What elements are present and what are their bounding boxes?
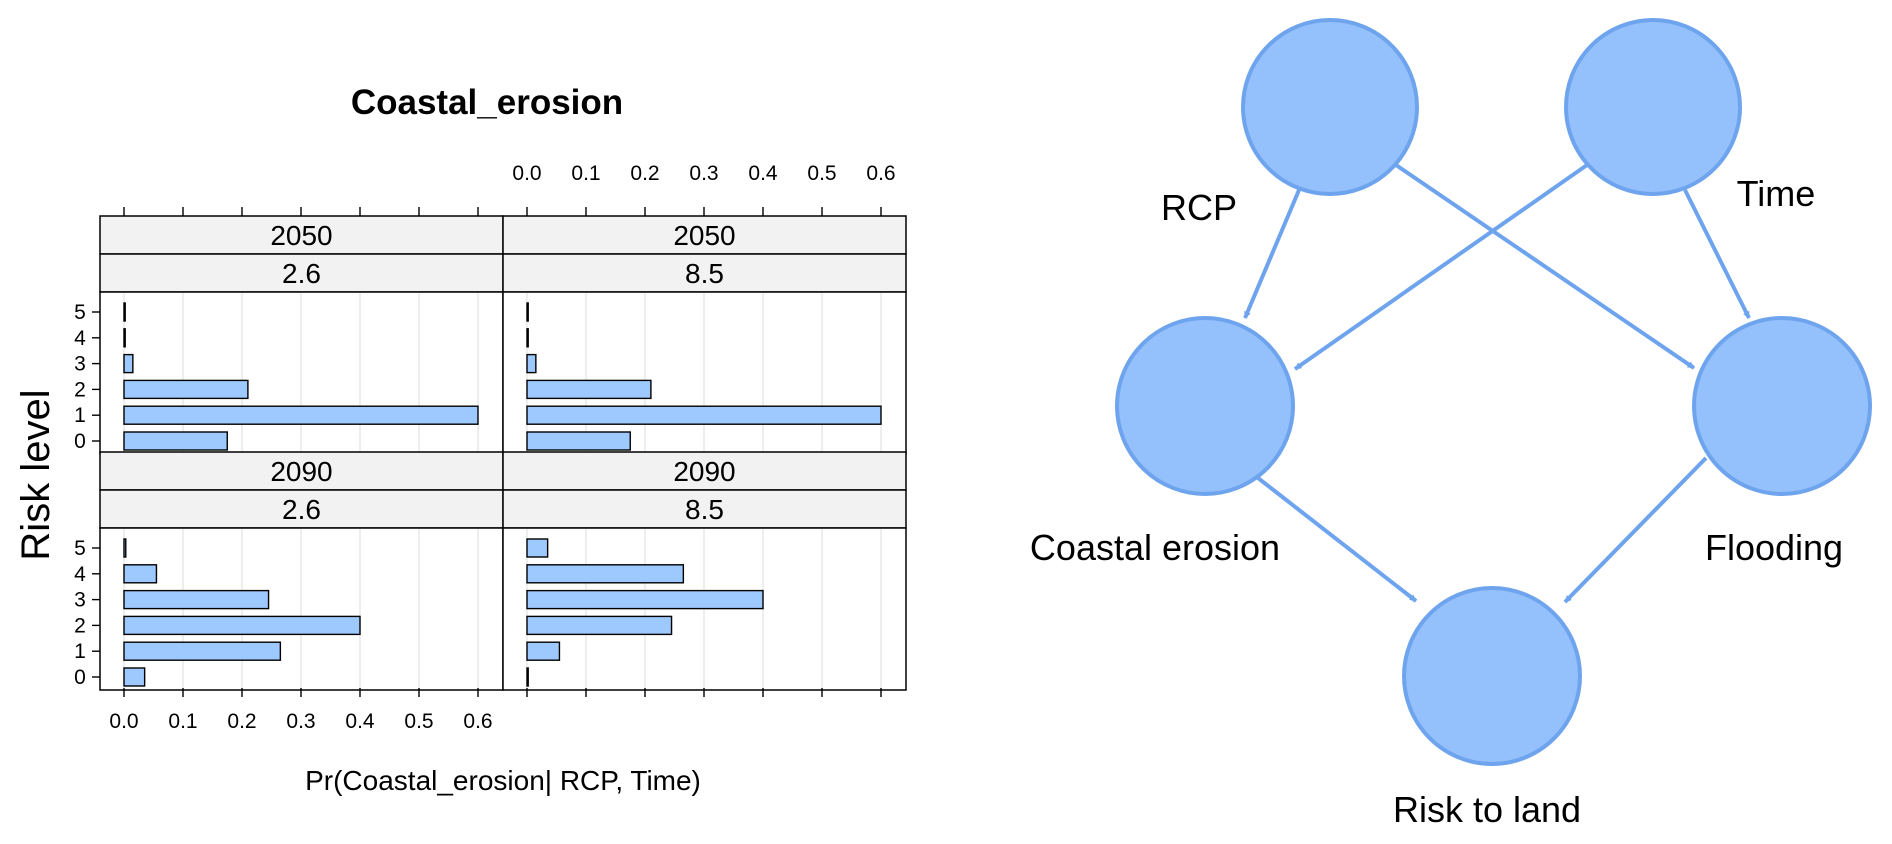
bar-risk-0 xyxy=(526,431,631,451)
y-tick-label: 3 xyxy=(74,353,86,376)
y-tick-label: 2 xyxy=(74,614,86,637)
bar-risk-5 xyxy=(123,538,127,558)
bar-risk-1 xyxy=(123,405,479,425)
x-tick-label-top: 0.3 xyxy=(689,162,718,185)
y-tick-label: 5 xyxy=(74,537,86,560)
x-tick-label-top: 0.0 xyxy=(512,162,541,185)
x-tick-label-bottom: 0.5 xyxy=(404,710,433,733)
strip-rcp-bg xyxy=(99,253,504,293)
bar-risk-4 xyxy=(526,328,529,348)
bar-risk-1 xyxy=(526,405,882,425)
edge-coastal-to-risk xyxy=(1256,476,1418,603)
diagram-edges xyxy=(1243,163,1751,604)
bar-risk-3 xyxy=(526,353,537,374)
node-label-rcp: RCP xyxy=(1161,187,1237,228)
panel-2050-8.5: 2050 8.5 xyxy=(502,215,907,455)
node-risk xyxy=(1402,586,1582,766)
bar-risk-2 xyxy=(526,615,673,636)
diagram-labels: RCP Time Coastal erosion Flooding Risk to la… xyxy=(1030,173,1843,830)
x-tick-label-top: 0.1 xyxy=(571,162,600,185)
lattice-bar-chart: Coastal_erosion Risk level Pr(Coastal_er… xyxy=(14,83,907,796)
bar-risk-4 xyxy=(526,564,685,584)
strip-rcp-label: 8.5 xyxy=(685,258,724,289)
bayesian-network-diagram: RCP Time Coastal erosion Flooding Risk to la… xyxy=(1030,18,1872,830)
x-tick-label-top: 0.2 xyxy=(630,162,659,185)
bar-risk-4 xyxy=(123,564,158,584)
node-label-risk: Risk to land xyxy=(1393,789,1581,830)
x-axis-label: Pr(Coastal_erosion| RCP, Time) xyxy=(305,765,701,796)
node-label-coastal: Coastal erosion xyxy=(1030,527,1280,568)
node-time xyxy=(1564,18,1742,196)
x-tick-label-bottom: 0.0 xyxy=(109,710,138,733)
x-tick-label-top: 0.5 xyxy=(807,162,836,185)
y-tick-label: 0 xyxy=(74,430,86,453)
bar-risk-0 xyxy=(526,667,529,687)
strip-rcp-label: 8.5 xyxy=(685,494,724,525)
chart-title: Coastal_erosion xyxy=(351,83,623,122)
strip-rcp-bg xyxy=(99,489,504,529)
x-tick-label-bottom: 0.4 xyxy=(345,710,375,733)
chart-axes: 0.0 0.0 0.1 0.1 0.2 0.2 0.3 0.3 0.4 0.4 0.5 0.5 0.6 0… xyxy=(109,162,895,733)
edge-rcp-to-coastal xyxy=(1243,189,1301,319)
y-tick-label: 1 xyxy=(74,404,86,427)
x-tick-label-bottom: 0.1 xyxy=(168,710,197,733)
strip-time-label: 2090 xyxy=(270,456,332,487)
panel-2090-8.5: 2090 8.5 xyxy=(502,451,907,691)
y-tick-label: 1 xyxy=(74,640,86,663)
edge-flooding-to-risk xyxy=(1563,456,1708,604)
y-tick-label: 2 xyxy=(74,378,86,401)
bar-risk-0 xyxy=(123,431,228,451)
strip-time-label: 2090 xyxy=(673,456,735,487)
node-label-flooding: Flooding xyxy=(1705,527,1843,568)
y-tick-label: 0 xyxy=(74,666,86,689)
y-tick-label: 5 xyxy=(74,301,86,324)
node-flooding xyxy=(1692,316,1872,496)
bar-risk-3 xyxy=(123,589,270,610)
bar-risk-5 xyxy=(526,538,549,558)
strip-rcp-label: 2.6 xyxy=(282,258,321,289)
strip-rcp-bg xyxy=(502,489,907,529)
edge-time-to-coastal xyxy=(1293,163,1589,371)
y-axis-label: Risk level xyxy=(14,389,58,560)
strip-time-label: 2050 xyxy=(270,220,332,251)
bar-risk-1 xyxy=(526,641,561,661)
strip-time-bg xyxy=(502,451,907,491)
x-tick-label-top: 0.6 xyxy=(866,162,895,185)
bar-risk-2 xyxy=(526,379,652,400)
bar-risk-2 xyxy=(123,379,249,400)
strip-rcp-label: 2.6 xyxy=(282,494,321,525)
strip-rcp-bg xyxy=(502,253,907,293)
x-tick-label-bottom: 0.6 xyxy=(463,710,492,733)
bar-risk-4 xyxy=(123,328,126,348)
bar-risk-2 xyxy=(123,615,361,636)
x-tick-label-bottom: 0.3 xyxy=(286,710,315,733)
strip-time-bg xyxy=(99,215,504,255)
bar-risk-1 xyxy=(123,641,282,661)
edge-rcp-to-flooding xyxy=(1394,163,1696,370)
edge-time-to-flooding xyxy=(1683,189,1751,319)
y-tick-label: 3 xyxy=(74,589,86,612)
x-tick-label-top: 0.4 xyxy=(748,162,778,185)
diagram-nodes xyxy=(1115,18,1872,766)
bar-risk-3 xyxy=(526,589,764,610)
y-tick-label: 4 xyxy=(74,563,86,586)
bar-risk-5 xyxy=(123,302,126,322)
node-rcp xyxy=(1241,18,1419,196)
y-tick-label: 4 xyxy=(74,327,86,350)
x-tick-label-bottom: 0.2 xyxy=(227,710,256,733)
bar-risk-0 xyxy=(123,667,146,687)
node-label-time: Time xyxy=(1737,173,1816,214)
bar-risk-3 xyxy=(123,353,134,374)
strip-time-label: 2050 xyxy=(673,220,735,251)
bar-risk-5 xyxy=(526,302,529,322)
node-coastal xyxy=(1115,316,1295,496)
